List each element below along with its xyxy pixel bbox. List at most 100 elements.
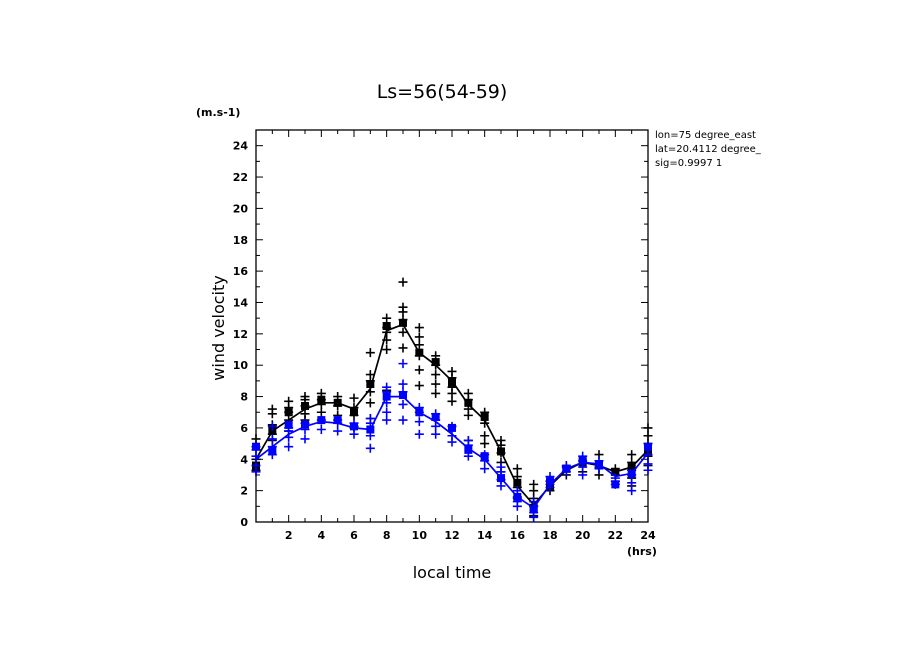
cross-point [251,461,261,471]
cross-point [529,479,539,489]
cross-point [316,407,326,417]
square-point [644,442,652,451]
square-point [350,422,358,431]
cross-point [365,348,375,358]
y-tick-label: 14 [233,296,249,309]
square-point [333,398,342,407]
square-point [252,442,260,451]
square-point [448,423,456,432]
cross-point [284,396,294,406]
cross-point [267,421,277,431]
cross-point [643,450,653,460]
cross-point [480,464,490,474]
cross-point [365,398,375,408]
cross-point [496,435,506,445]
x-tick-label: 8 [383,529,391,542]
cross-point [447,366,457,376]
cross-point [512,464,522,474]
square-point [497,447,505,456]
square-point [627,469,636,478]
cross-point [398,415,408,425]
square-point [415,348,424,357]
cross-point [529,497,539,507]
cross-point [643,459,653,469]
y-tick-label: 16 [233,265,249,278]
square-point [529,505,538,514]
square-point [546,477,554,486]
x-tick-label: 10 [412,529,428,542]
x-tick-label: 14 [477,529,493,542]
cross-point [447,396,457,406]
square-point [415,408,424,417]
cross-point [365,414,375,424]
cross-point [300,409,310,419]
cross-point [382,407,392,417]
cross-point [643,423,653,433]
cross-point [300,392,310,402]
cross-point [414,332,424,342]
x-tick-label: 4 [318,529,326,542]
cross-point [300,434,310,444]
cross-point [414,365,424,375]
series-0 [251,277,653,521]
square-point [464,398,473,407]
cross-point [627,450,637,460]
cross-point [333,426,343,436]
series-1 [251,359,653,522]
square-point [578,456,587,465]
cross-point [398,379,408,389]
cross-point [627,478,637,488]
square-point [366,380,375,389]
square-point [317,416,326,425]
cross-point [414,381,424,391]
cross-point [398,343,408,353]
y-tick-label: 24 [233,140,249,153]
x-tick-label: 16 [510,529,526,542]
square-point [350,408,358,417]
axis-ticks: 2 4 6 8 10 12 14 16 18 20 22 2402468101214161820222… [233,130,656,542]
y-tick-label: 12 [233,328,248,341]
square-point [595,459,603,468]
cross-point [316,424,326,434]
square-point [431,358,440,367]
cross-point [578,470,588,480]
square-point [497,474,505,483]
x-axis-label: local time [413,563,492,582]
square-point [301,401,309,410]
data-marks [251,277,653,522]
cross-point [382,313,392,323]
cross-point [643,431,653,441]
cross-point [382,345,392,355]
annotation-sig: sig=0.9997 1 [655,158,722,169]
annotation-lon: lon=75 degree_east [655,130,756,141]
y-axis-unit: (m.s-1) [196,106,240,119]
square-point [464,445,473,454]
square-point [382,322,391,330]
cross-point [463,435,473,445]
square-point [301,420,309,429]
cross-point [398,399,408,409]
cross-point [431,388,441,398]
y-tick-label: 0 [240,516,248,529]
square-point [399,390,407,399]
x-tick-label: 12 [444,529,459,542]
square-point [399,318,407,327]
square-point [562,464,571,473]
x-tick-label: 2 [285,529,293,542]
square-point [513,492,522,501]
x-axis-unit: (hrs) [627,545,657,558]
cross-point [349,393,359,403]
cross-point [431,370,441,380]
cross-point [414,417,424,427]
cross-point [463,388,473,398]
x-tick-label: 6 [350,529,358,542]
cross-point [480,431,490,441]
cross-point [382,382,392,392]
square-point [448,378,456,387]
cross-point [431,379,441,389]
mean-line [255,323,649,507]
cross-point [398,327,408,337]
y-tick-label: 10 [233,359,249,372]
annotation-lat: lat=20.4112 degree_ [655,144,762,155]
cross-point [267,434,277,444]
